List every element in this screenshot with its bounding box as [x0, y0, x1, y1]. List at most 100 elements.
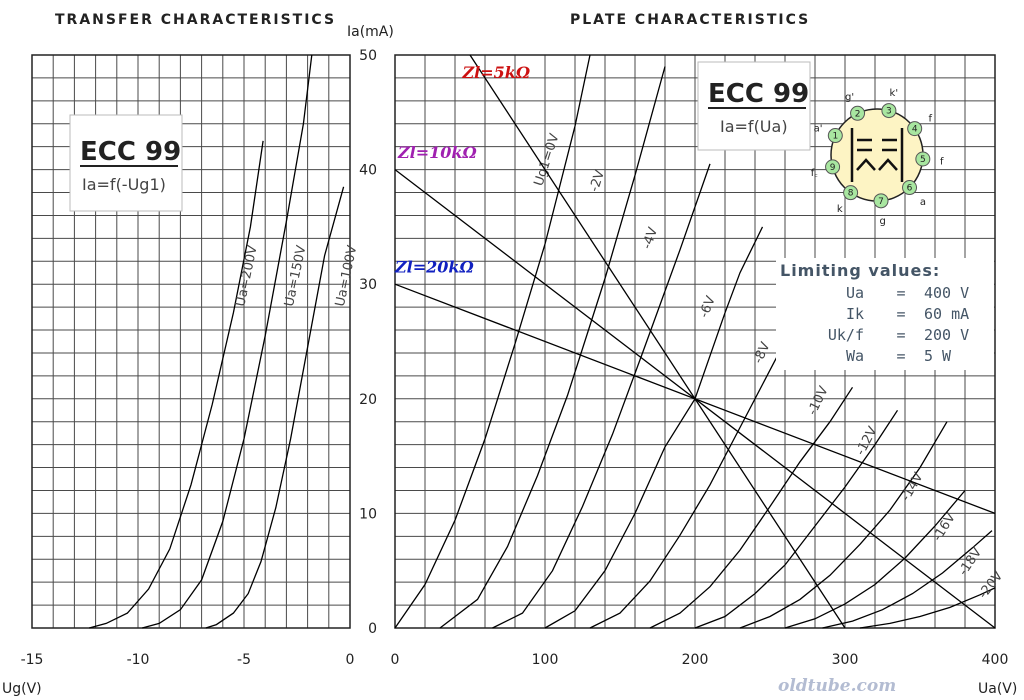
transfer-x-tick: -15: [21, 652, 44, 668]
transfer-curve-label: Ua=100V: [333, 244, 361, 308]
plate-x-tick: 400: [982, 652, 1009, 668]
tube-pin: [827, 128, 843, 144]
plate-curve-label: -4V: [640, 225, 662, 251]
transfer-title-box: ECC 99 Ia=f(-Ug1): [69, 114, 183, 212]
tube-pin: [825, 159, 841, 175]
tube-pin-number: 1: [832, 132, 838, 142]
plate-curve-label: -18V: [956, 545, 985, 578]
tube-pin-number: 9: [830, 163, 836, 173]
load-line-zl-5kohm: [469, 54, 846, 629]
limit-equals: =: [896, 347, 905, 365]
plate-curve-6v: [544, 226, 764, 629]
watermark: oldtube.com: [778, 676, 896, 696]
plate-x-tick: 300: [832, 652, 859, 668]
plate-curve-label: -10V: [805, 384, 832, 418]
load-line-label: Zl=20kΩ: [394, 258, 475, 277]
limit-equals: =: [896, 284, 905, 302]
tube-pin-number: 2: [855, 109, 861, 119]
limit-param: Ua: [846, 284, 864, 302]
plate-x-tick: 100: [532, 652, 559, 668]
plate-curve-label: -6V: [697, 294, 719, 320]
tube-pin: [902, 180, 918, 196]
limit-param: Ik: [846, 305, 864, 323]
transfer-x-axis-label: Ug(V): [2, 681, 42, 697]
limiting-values-rows: Ua = 400 V Ik = 60 mA Uk/f = 200 V Wa = 5 W: [828, 284, 969, 365]
transfer-x-tick: 0: [346, 652, 355, 668]
tube-pin-label: a: [920, 197, 926, 208]
plate-curve-8v: [589, 318, 798, 629]
plate-curve-14v: [739, 421, 948, 629]
tube-pin-label: g': [845, 92, 854, 103]
plate-curve-12v: [694, 409, 899, 629]
limit-param: Uk/f: [828, 326, 864, 344]
plate-curve-10v: [649, 386, 854, 629]
plate-tick-labels: 0 100 200 300 400 0 10 20 30 40 50: [359, 48, 1008, 668]
plate-curve-label: -2V: [587, 168, 608, 194]
tube-pin-number: 4: [912, 125, 918, 135]
y-tick: 0: [368, 621, 377, 637]
y-axis-label: Ia(mA): [347, 24, 394, 40]
transfer-box-subtitle: Ia=f(-Ug1): [82, 175, 166, 194]
limit-value: 5 W: [924, 347, 952, 365]
tube-pin: [915, 151, 931, 167]
limit-param: Wa: [846, 347, 864, 365]
tube-pin: [873, 193, 889, 209]
tube-pin: [881, 103, 897, 119]
transfer-box-title: ECC 99: [80, 137, 181, 167]
tube-pin-number: 7: [878, 197, 884, 207]
plate-x-tick: 0: [391, 652, 400, 668]
load-line-zl-20kohm: [394, 283, 996, 515]
limit-value: 60 mA: [924, 305, 969, 323]
y-tick: 40: [359, 163, 377, 179]
plate-box-subtitle: Ia=f(Ua): [720, 117, 788, 136]
tube-pin-label: k: [837, 204, 843, 215]
y-tick: 20: [359, 392, 377, 408]
transfer-curve-ua-150v: [142, 54, 313, 629]
transfer-curve-ua-200v: [89, 140, 264, 629]
plate-curve-label: -14V: [898, 470, 926, 504]
y-tick: 30: [359, 277, 377, 293]
y-tick: 50: [359, 48, 377, 64]
tube-pin-number: 5: [920, 155, 926, 165]
tube-pin-number: 6: [907, 184, 913, 194]
limit-equals: =: [896, 326, 905, 344]
transfer-chart-title: TRANSFER CHARACTERISTICS: [55, 12, 336, 28]
transfer-tick-labels: -15 -10 -5 0: [21, 652, 355, 668]
load-line-label: Zl=10kΩ: [397, 143, 478, 162]
plate-curve-18v: [822, 530, 993, 629]
transfer-x-tick: -10: [127, 652, 150, 668]
tube-pin-label: f: [928, 114, 932, 125]
plate-grid: [394, 54, 996, 629]
transfer-curve-label: Ua=200V: [233, 244, 261, 308]
plate-x-tick: 200: [682, 652, 709, 668]
plate-curve-4v: [492, 163, 711, 629]
transfer-plot-frame: [31, 54, 351, 629]
y-tick: 10: [359, 506, 377, 522]
tube-pin: [907, 121, 923, 137]
limiting-values-box: Limiting values: Ua = 400 V Ik = 60 mA Uk/f = 20…: [776, 258, 994, 370]
plate-x-axis-label: Ua(V): [978, 681, 1017, 697]
limit-value: 200 V: [924, 326, 969, 344]
plate-title-box: ECC 99 Ia=f(Ua): [697, 61, 811, 151]
plate-curve-ug1-0v: [394, 54, 591, 629]
plate-curve-label: Ug1=0V: [532, 132, 563, 188]
tube-pin: [850, 105, 866, 121]
load-line-label: Zl=5kΩ: [462, 63, 531, 82]
plate-box-title: ECC 99: [708, 79, 809, 109]
limit-value: 400 V: [924, 284, 969, 302]
tube-pin-number: 8: [848, 189, 854, 199]
tube-pin-label: f: [940, 157, 944, 168]
plate-curve-2v: [439, 66, 666, 629]
transfer-curve-ua-100v: [205, 186, 345, 629]
transfer-x-tick: -5: [237, 652, 251, 668]
limiting-values-title: Limiting values:: [780, 261, 940, 280]
tube-pin-label: g: [879, 216, 885, 227]
plate-curve-20v: [859, 587, 996, 629]
electrode-symbol: [850, 128, 904, 182]
plate-chart-title: PLATE CHARACTERISTICS: [570, 12, 810, 28]
tube-pin-label: a': [814, 124, 823, 135]
plate-curve-label: -8V: [751, 340, 774, 366]
plate-curve-16v: [784, 490, 966, 629]
